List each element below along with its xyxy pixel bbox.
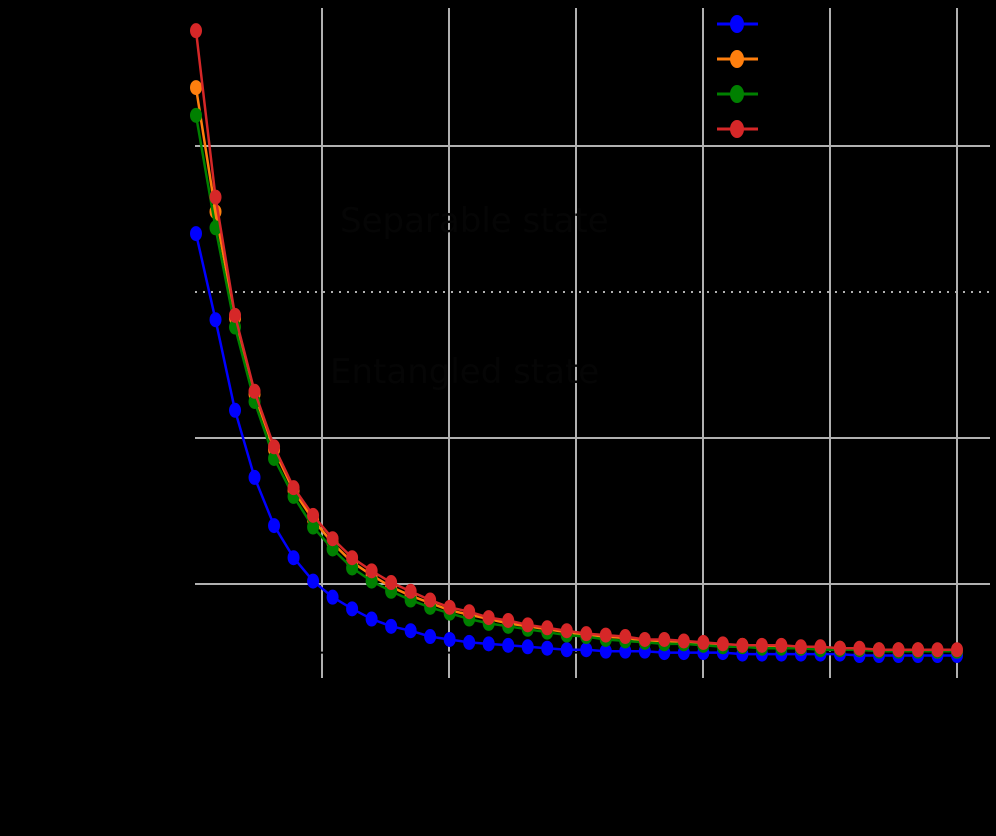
data-point — [307, 573, 320, 589]
legend-marker-icon — [730, 50, 744, 68]
legend-item — [717, 15, 758, 33]
data-point — [677, 633, 690, 649]
data-point — [716, 636, 729, 652]
data-point — [775, 637, 788, 653]
data-point — [541, 640, 554, 656]
data-point — [209, 189, 222, 205]
series-3 — [190, 23, 963, 658]
data-point — [931, 642, 944, 658]
data-point — [287, 480, 300, 496]
data-point — [385, 575, 398, 591]
data-point — [404, 623, 417, 639]
legend-item — [717, 50, 758, 68]
data-point — [229, 307, 242, 323]
series-line — [194, 115, 957, 653]
annotations: Separable state Entangled state — [330, 201, 609, 392]
data-point — [404, 583, 417, 599]
data-point — [580, 626, 593, 642]
data-point — [833, 640, 846, 656]
data-point — [229, 402, 242, 418]
data-point — [190, 23, 202, 39]
data-point — [365, 563, 378, 579]
data-point — [385, 618, 398, 634]
data-point — [521, 617, 534, 633]
data-point — [755, 637, 768, 653]
data-point — [307, 507, 320, 523]
data-point — [248, 469, 261, 485]
data-point — [365, 611, 378, 627]
legend-marker-icon — [730, 85, 744, 103]
data-point — [482, 610, 495, 626]
data-point — [307, 519, 320, 535]
legend-marker-icon — [730, 15, 744, 33]
data-point — [599, 627, 612, 643]
series-line — [194, 233, 957, 657]
data-point — [502, 637, 515, 653]
data-point — [190, 107, 202, 123]
data-point — [190, 226, 202, 242]
legend-item — [717, 120, 758, 138]
data-point — [697, 634, 710, 650]
data-point — [424, 629, 437, 645]
data-point — [736, 637, 749, 653]
data-point — [463, 634, 476, 650]
annotation-separable: Separable state — [340, 201, 609, 241]
legend — [717, 15, 758, 138]
data-point — [482, 636, 495, 652]
data-point — [560, 623, 573, 639]
data-point — [346, 601, 359, 617]
data-point — [541, 620, 554, 636]
data-point — [190, 80, 202, 96]
data-point — [580, 642, 593, 658]
data-point — [346, 550, 359, 566]
data-point — [268, 439, 281, 455]
data-point — [209, 312, 222, 328]
data-point — [326, 531, 339, 547]
data-point — [872, 642, 885, 658]
data-point — [911, 642, 924, 658]
legend-item — [717, 85, 758, 103]
data-point — [853, 640, 866, 656]
data-point — [209, 220, 222, 236]
data-point — [287, 550, 300, 566]
data-point — [248, 383, 261, 399]
data-point — [638, 631, 651, 647]
data-point — [268, 518, 281, 534]
data-point — [814, 639, 827, 655]
data-point — [443, 599, 456, 615]
data-point — [502, 613, 515, 628]
annotation-entangled: Entangled state — [330, 352, 599, 392]
data-point — [521, 639, 534, 655]
data-point — [619, 629, 632, 645]
data-point — [599, 643, 612, 659]
data-point — [892, 642, 905, 658]
data-series — [190, 23, 963, 664]
data-point — [424, 592, 437, 608]
data-point — [658, 631, 671, 647]
series-line — [194, 30, 957, 651]
data-point — [443, 631, 456, 647]
data-point — [463, 604, 476, 620]
legend-marker-icon — [730, 120, 744, 138]
data-point — [560, 642, 573, 658]
data-point — [951, 642, 963, 658]
data-point — [326, 589, 339, 605]
data-point — [794, 639, 807, 655]
